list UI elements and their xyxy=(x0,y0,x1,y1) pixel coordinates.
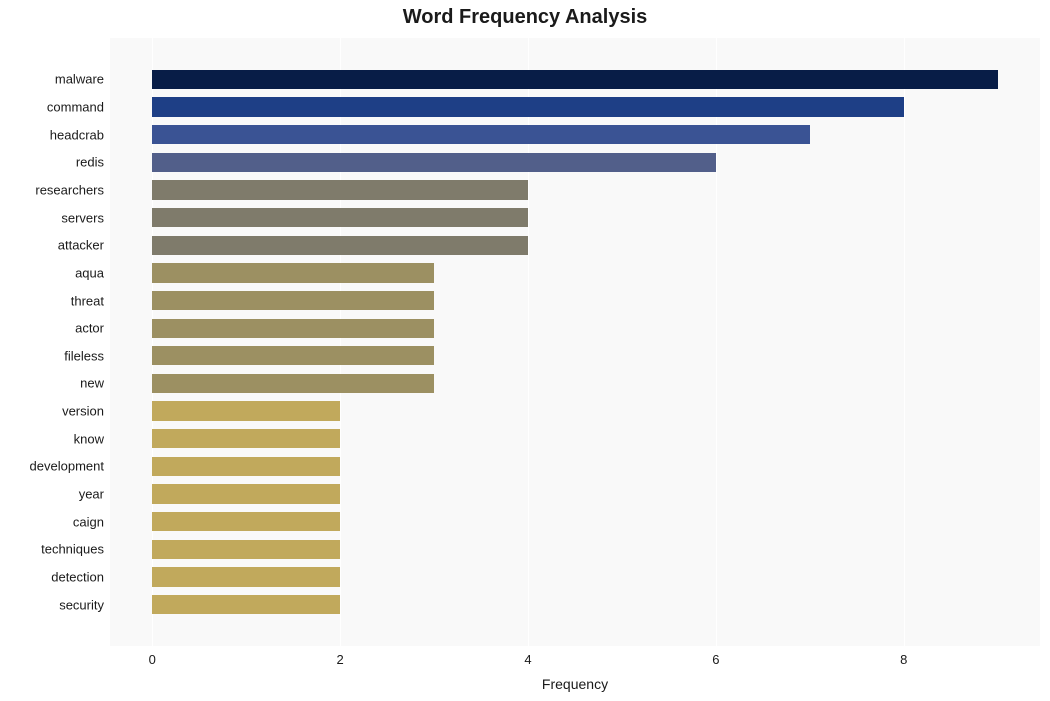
bar-row xyxy=(152,567,340,586)
y-tick-label: threat xyxy=(2,293,104,308)
bar xyxy=(152,208,528,227)
y-tick-label: year xyxy=(2,487,104,502)
bar xyxy=(152,319,434,338)
y-axis-labels: malware command headcrab redis researchers se… xyxy=(0,38,104,646)
bar-row xyxy=(152,70,997,89)
bar xyxy=(152,291,434,310)
x-tick-label: 4 xyxy=(524,652,531,667)
y-tick-label: new xyxy=(2,376,104,391)
bar-row xyxy=(152,484,340,503)
plot-area xyxy=(110,38,1040,646)
bar-row xyxy=(152,125,810,144)
y-tick-label: command xyxy=(2,100,104,115)
bar xyxy=(152,346,434,365)
bar xyxy=(152,263,434,282)
y-tick-label: headcrab xyxy=(2,127,104,142)
y-tick-label: caign xyxy=(2,514,104,529)
y-tick-label: attacker xyxy=(2,238,104,253)
y-tick-label: version xyxy=(2,404,104,419)
bar-row xyxy=(152,180,528,199)
bar-row xyxy=(152,374,434,393)
bar xyxy=(152,457,340,476)
bar xyxy=(152,567,340,586)
bar xyxy=(152,125,810,144)
y-tick-label: know xyxy=(2,431,104,446)
bar xyxy=(152,429,340,448)
bar xyxy=(152,374,434,393)
x-tick-label: 2 xyxy=(337,652,344,667)
y-tick-label: researchers xyxy=(2,183,104,198)
y-tick-label: redis xyxy=(2,155,104,170)
x-tick-label: 6 xyxy=(712,652,719,667)
bar xyxy=(152,540,340,559)
x-tick-label: 8 xyxy=(900,652,907,667)
bar xyxy=(152,97,904,116)
bar-row xyxy=(152,236,528,255)
y-tick-label: techniques xyxy=(2,542,104,557)
x-axis-title: Frequency xyxy=(110,676,1040,692)
bar-row xyxy=(152,346,434,365)
bar xyxy=(152,236,528,255)
bar-row xyxy=(152,153,716,172)
bar xyxy=(152,153,716,172)
bar-row xyxy=(152,429,340,448)
y-tick-label: security xyxy=(2,597,104,612)
bar-row xyxy=(152,291,434,310)
bar-row xyxy=(152,540,340,559)
bar-row xyxy=(152,457,340,476)
y-tick-label: servers xyxy=(2,210,104,225)
x-axis-tick-labels: 0 2 4 6 8 xyxy=(110,652,1040,674)
bar-row xyxy=(152,208,528,227)
y-tick-label: development xyxy=(2,459,104,474)
chart-title: Word Frequency Analysis xyxy=(0,6,1050,29)
y-tick-label: malware xyxy=(2,72,104,87)
bar-row xyxy=(152,263,434,282)
bar-row xyxy=(152,512,340,531)
bar xyxy=(152,70,997,89)
y-tick-label: aqua xyxy=(2,265,104,280)
bar-row xyxy=(152,595,340,614)
bar xyxy=(152,595,340,614)
x-tick-label: 0 xyxy=(149,652,156,667)
grid-line xyxy=(904,38,905,646)
bar xyxy=(152,512,340,531)
bar-row xyxy=(152,319,434,338)
y-tick-label: detection xyxy=(2,569,104,584)
y-tick-label: fileless xyxy=(2,348,104,363)
bar-row xyxy=(152,97,904,116)
word-frequency-chart: Word Frequency Analysis malware command he… xyxy=(0,0,1050,701)
bar xyxy=(152,484,340,503)
bar xyxy=(152,180,528,199)
bar-row xyxy=(152,401,340,420)
y-tick-label: actor xyxy=(2,321,104,336)
bar xyxy=(152,401,340,420)
